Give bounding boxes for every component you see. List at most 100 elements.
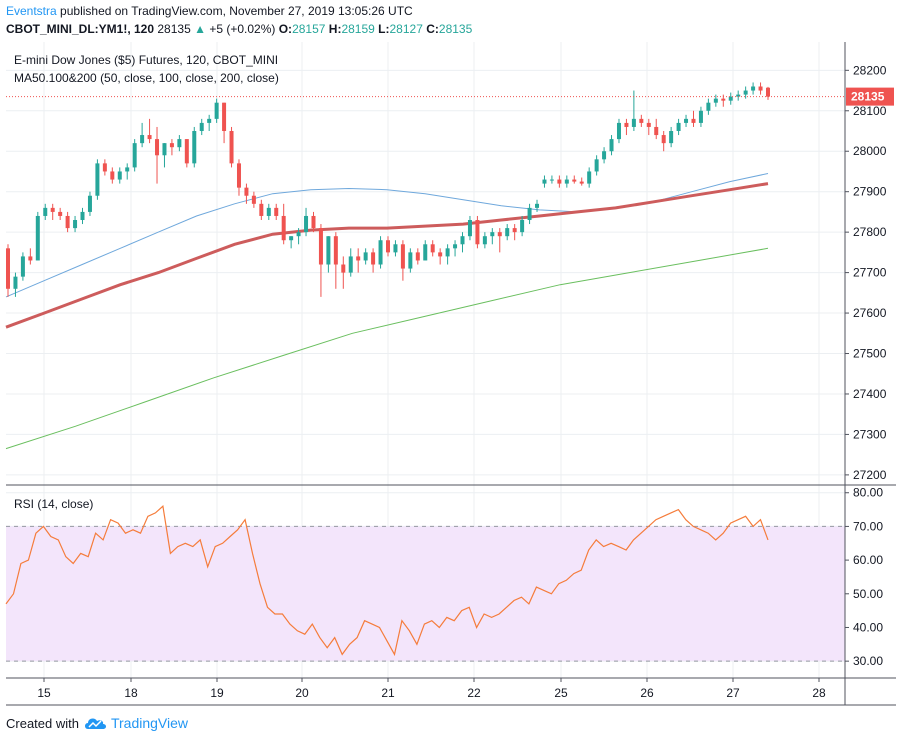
candle-body [147,135,152,140]
candle-body [631,118,636,127]
published-line: Eventstra published on TradingView.com, … [6,4,413,18]
candle-body [594,159,599,172]
y-tick-label: 27600 [853,306,887,320]
candle-body [318,228,323,265]
open-label: O: [278,22,293,36]
candle-body [467,220,472,237]
candle-body [542,179,547,184]
candle-body [244,187,249,196]
candle-body [490,232,495,237]
candle-body [184,139,189,164]
candle-body [356,256,361,261]
x-tick-label: 26 [640,686,654,700]
candle-body [766,87,770,97]
candle-body [28,256,33,261]
candle-body [624,122,629,127]
candle-body [266,207,271,216]
tradingview-brand-link[interactable]: TradingView [110,715,189,731]
x-tick-label: 25 [554,686,568,700]
candle-body [751,86,756,91]
candle-body [535,203,540,208]
high-label: H: [328,22,342,36]
price-change: +5 (+0.02%) [209,22,276,36]
candle-body [691,118,696,123]
candle-body [348,256,353,273]
candle-body [169,143,174,148]
candle-body [95,163,100,196]
candle-body [207,118,212,123]
footer: Created with TradingView [6,715,188,731]
candle-body [646,122,651,127]
ma-indicator-label: MA50.100&200 (50, close, 100, close, 200… [14,71,279,85]
created-with-label: Created with [6,715,79,731]
x-tick-label: 15 [37,686,51,700]
candle-body [274,207,279,216]
x-tick-label: 21 [381,686,395,700]
candle-body [222,102,227,132]
symbol-quote-line: CBOT_MINI_DL:YM1!, 120 28135 ▲ +5 (+0.02… [6,22,472,36]
last-price-tag-label: 28135 [851,90,885,104]
candle-body [564,179,569,184]
candle-body [408,252,413,269]
candle-body [549,179,554,181]
candle-body [482,236,487,245]
candle-body [684,118,689,123]
candle-body [87,195,92,212]
candle-body [587,171,592,184]
candle-body [661,135,666,144]
tradingview-cloud-icon [84,718,106,729]
rsi-line [5,505,769,657]
y-tick-label: 27700 [853,266,887,280]
candle-body [721,98,726,101]
y-tick-label: 28200 [853,63,887,77]
candle-body [676,122,681,132]
candle-body [393,244,398,253]
candle-body [520,220,525,233]
last-price-tag [846,87,894,106]
rsi-y-tick-label: 30.00 [853,654,883,668]
y-tick-label: 27800 [853,225,887,239]
main-chart-title: E-mini Dow Jones ($5) Futures, 120, CBOT… [14,53,278,67]
candle-body [102,163,107,172]
y-tick-label: 27400 [853,387,887,401]
x-tick-label: 27 [726,686,740,700]
candle-body [758,86,763,91]
last-price: 28135 [157,22,191,36]
candle-body [259,203,264,216]
close-value: 28135 [438,22,473,36]
author-link[interactable]: Eventstra [6,4,57,18]
candle-body [527,207,532,221]
symbol-label: CBOT_MINI_DL:YM1!, 120 [6,22,155,36]
rsi-y-tick-label: 80.00 [853,486,883,500]
candle-body [743,90,748,95]
candle-body [400,244,405,269]
candle-body [415,252,420,261]
candle-body [371,252,376,265]
close-label: C: [426,22,439,36]
y-tick-label: 28100 [853,104,887,118]
candle-body [296,232,301,237]
candle-body [43,207,48,216]
candle-body [251,195,256,204]
candle-body [378,240,383,265]
candle-body [73,220,78,229]
candle-body [579,181,584,184]
candle-body [125,167,130,172]
candle-body [609,139,614,152]
candle-body [236,163,241,188]
candle-body [110,171,115,180]
candle-body [557,179,562,184]
candle-body [505,228,510,237]
candle-body [728,96,733,101]
candle-body [80,211,85,221]
candle-body [654,126,659,136]
y-tick-label: 27900 [853,185,887,199]
candle-body [289,236,294,241]
high-value: 28159 [341,22,375,36]
candle-body [423,244,428,261]
candle-body [162,143,167,156]
candle-body [698,110,703,123]
rsi-y-tick-label: 40.00 [853,620,883,634]
candle-body [602,151,607,160]
